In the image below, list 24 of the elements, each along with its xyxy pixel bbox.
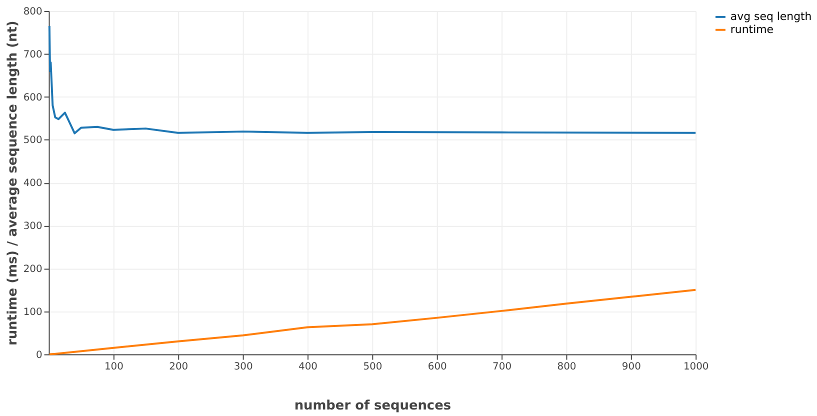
x-tick-label: 600 bbox=[428, 362, 447, 373]
y-tick-label: 100 bbox=[23, 306, 42, 318]
y-tick-label: 400 bbox=[23, 178, 42, 190]
x-tick-label: 700 bbox=[492, 362, 512, 373]
line-series bbox=[48, 24, 697, 134]
y-tick-label: 200 bbox=[23, 264, 42, 275]
legend-label: runtime bbox=[730, 22, 774, 36]
legend-label: avg seq length bbox=[730, 10, 812, 23]
x-tick-label: 400 bbox=[298, 362, 318, 373]
x-tick-label: 200 bbox=[169, 362, 188, 373]
x-tick-label: 100 bbox=[104, 362, 124, 373]
x-tick-label: 500 bbox=[363, 362, 382, 373]
y-tick-label: 700 bbox=[23, 49, 42, 60]
x-axis-title: number of sequences bbox=[294, 398, 452, 414]
y-tick-label: 500 bbox=[23, 135, 42, 146]
y-tick-label: 300 bbox=[23, 221, 42, 232]
x-tick-label: 900 bbox=[622, 362, 641, 373]
x-tick-label: 1000 bbox=[683, 362, 709, 373]
y-tick-label: 0 bbox=[36, 350, 42, 361]
y-tick-label: 600 bbox=[23, 92, 42, 104]
y-axis-title: runtime (ms) / average sequence length (nt) bbox=[5, 20, 20, 346]
x-tick-label: 800 bbox=[557, 362, 576, 373]
x-tick-label: 300 bbox=[234, 362, 253, 373]
y-tick-label: 800 bbox=[23, 6, 42, 18]
